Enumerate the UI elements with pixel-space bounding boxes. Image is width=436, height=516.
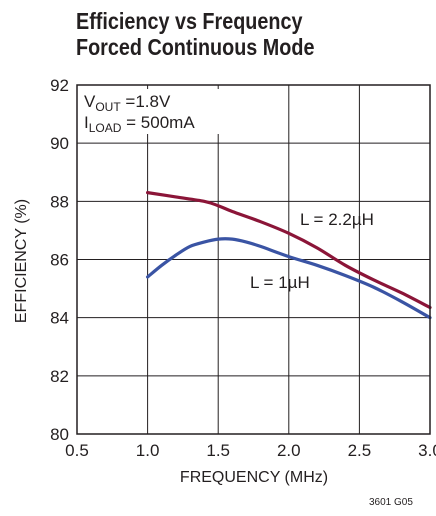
plot-border — [76, 84, 431, 435]
y-tick-label: 90 — [50, 134, 69, 153]
conditions-box — [77, 89, 227, 134]
tick-labels: 0.5 1.0 1.5 2.0 2.5 3.0 80 82 84 86 88 90 92 — [50, 76, 436, 460]
vout-condition: VOUT =1.8V — [84, 92, 171, 114]
series-group: L = 2.2µH L = 1µH — [146, 191, 432, 320]
x-tick-label: 2.0 — [277, 441, 301, 460]
x-tick-label: 0.5 — [65, 441, 89, 460]
y-tick-label: 82 — [50, 367, 69, 386]
y-axis-label: EFFICIENCY (%) — [13, 199, 30, 323]
y-tick-label: 86 — [50, 251, 69, 270]
x-tick-label: 2.5 — [348, 441, 372, 460]
y-tick-label: 88 — [50, 192, 69, 211]
x-tick-label: 1.0 — [136, 441, 160, 460]
iload-condition: ILOAD = 500mA — [84, 113, 195, 135]
x-tick-label: 3.0 — [418, 441, 436, 460]
chart-title: Efficiency vs Frequency — [76, 8, 303, 34]
chart-subtitle: Forced Continuous Mode — [76, 34, 315, 60]
plot-frame — [76, 84, 431, 435]
series-label-0: L = 2.2µH — [300, 210, 374, 229]
series-line-0 — [146, 191, 432, 310]
series-line-1 — [146, 237, 432, 320]
y-tick-label: 84 — [50, 309, 69, 328]
figure-code: 3601 G05 — [369, 497, 413, 508]
series-label-1: L = 1µH — [250, 273, 310, 292]
y-tick-label: 80 — [50, 425, 69, 444]
grid — [76, 84, 431, 435]
x-axis-label: FREQUENCY (MHz) — [180, 469, 328, 486]
x-tick-label: 1.5 — [206, 441, 230, 460]
y-tick-label: 92 — [50, 76, 69, 95]
